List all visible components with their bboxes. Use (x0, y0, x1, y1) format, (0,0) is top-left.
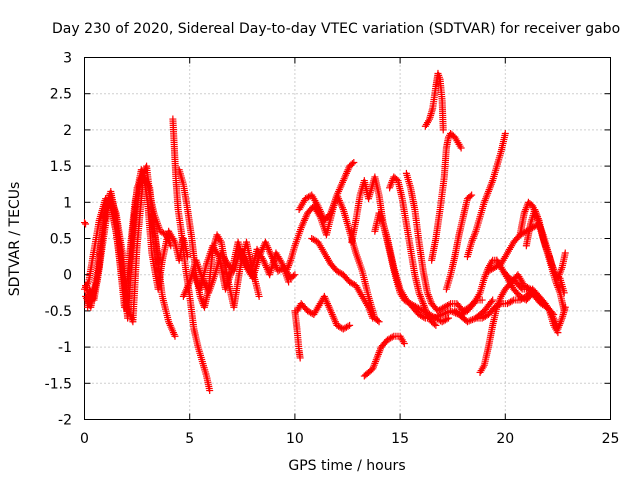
series-track-11 (293, 292, 354, 333)
series-track-17 (386, 173, 440, 329)
data-point (349, 280, 357, 288)
data-point (400, 339, 408, 347)
x-tick-label: 0 (80, 431, 89, 447)
series-track-23 (463, 130, 509, 261)
series-track-8 (190, 238, 293, 293)
series-track-27 (493, 256, 569, 333)
data-point (348, 160, 356, 168)
data-point (441, 316, 449, 324)
y-tick-label: -0.5 (45, 304, 72, 320)
series-track-5 (169, 115, 214, 395)
series-track-18 (402, 169, 486, 315)
data-point (443, 315, 451, 323)
data-point (489, 296, 497, 304)
series-track-20 (428, 130, 465, 264)
data-point (445, 301, 453, 309)
data-point (465, 317, 473, 325)
data-point (560, 307, 568, 315)
data-point (311, 236, 319, 244)
data-point (171, 332, 179, 340)
data-point (468, 316, 476, 324)
series-track-1 (81, 219, 90, 228)
y-tick-label: 0 (63, 268, 72, 284)
data-point (206, 387, 214, 395)
data-point (374, 317, 382, 325)
data-point (342, 323, 350, 331)
data-point (463, 318, 471, 326)
y-axis-label: SDTVAR / TECUs (7, 182, 23, 297)
data-point (155, 260, 163, 268)
y-tick-label: 0.5 (50, 232, 72, 248)
chart-title: Day 230 of 2020, Sidereal Day-to-day VTE… (52, 21, 620, 37)
data-point (291, 271, 299, 279)
data-point (346, 321, 354, 329)
data-point (443, 308, 451, 316)
x-tick-label: 10 (286, 431, 304, 447)
data-point (496, 301, 504, 309)
x-axis-label: GPS time / hours (288, 458, 405, 474)
plot-frame (84, 57, 611, 420)
data-point (350, 158, 358, 166)
data-point (255, 292, 263, 300)
x-tick-label: 20 (496, 431, 514, 447)
data-point (519, 294, 527, 302)
data-point (507, 298, 515, 306)
x-tick-label: 25 (602, 431, 620, 447)
series-track-19 (421, 69, 447, 134)
data-point (430, 320, 438, 328)
data-point (387, 334, 395, 342)
x-tick-label: 15 (391, 431, 409, 447)
series-track-12 (295, 191, 383, 326)
series-track-30 (84, 162, 163, 322)
data-point (442, 309, 450, 317)
series-track-13 (308, 235, 377, 322)
y-tick-label: -1 (58, 340, 72, 356)
data-point (420, 313, 428, 321)
series-track-24 (476, 271, 558, 376)
data-points (81, 69, 569, 395)
data-point (508, 297, 516, 305)
data-point (82, 220, 90, 228)
data-point (438, 311, 446, 319)
series-track-29 (522, 206, 568, 315)
data-point (285, 278, 293, 286)
data-point (344, 322, 352, 330)
data-point (432, 321, 440, 329)
data-point (517, 284, 525, 292)
data-point (369, 314, 377, 322)
data-point (440, 310, 448, 318)
y-tick-label: 1.5 (50, 159, 72, 175)
data-point (468, 191, 476, 199)
data-point (336, 323, 344, 331)
data-point (561, 249, 569, 257)
data-point (296, 354, 304, 362)
data-point (501, 130, 509, 138)
data-point (457, 144, 465, 152)
data-point (466, 192, 474, 200)
data-point (487, 298, 495, 306)
data-point (375, 318, 383, 326)
y-tick-label: 3 (63, 51, 72, 67)
y-tick-label: 1 (63, 195, 72, 211)
data-point (167, 242, 175, 250)
series-track-15 (360, 332, 408, 380)
series-track-10 (291, 307, 304, 362)
y-tick-label: -2 (58, 413, 72, 429)
data-point (336, 269, 344, 277)
data-point (289, 272, 297, 280)
data-point (81, 219, 88, 227)
data-point (444, 314, 452, 322)
x-tick-label: 5 (185, 431, 194, 447)
grid-lines (84, 57, 611, 420)
y-tick-label: -1.5 (45, 376, 72, 392)
y-tick-label: 2.5 (50, 87, 72, 103)
series-track-21 (442, 191, 476, 293)
data-point (478, 296, 486, 304)
data-point (467, 316, 475, 324)
series-track-16 (371, 209, 452, 326)
data-point (388, 333, 396, 341)
data-point (439, 126, 447, 134)
y-tick-label: 2 (63, 123, 72, 139)
